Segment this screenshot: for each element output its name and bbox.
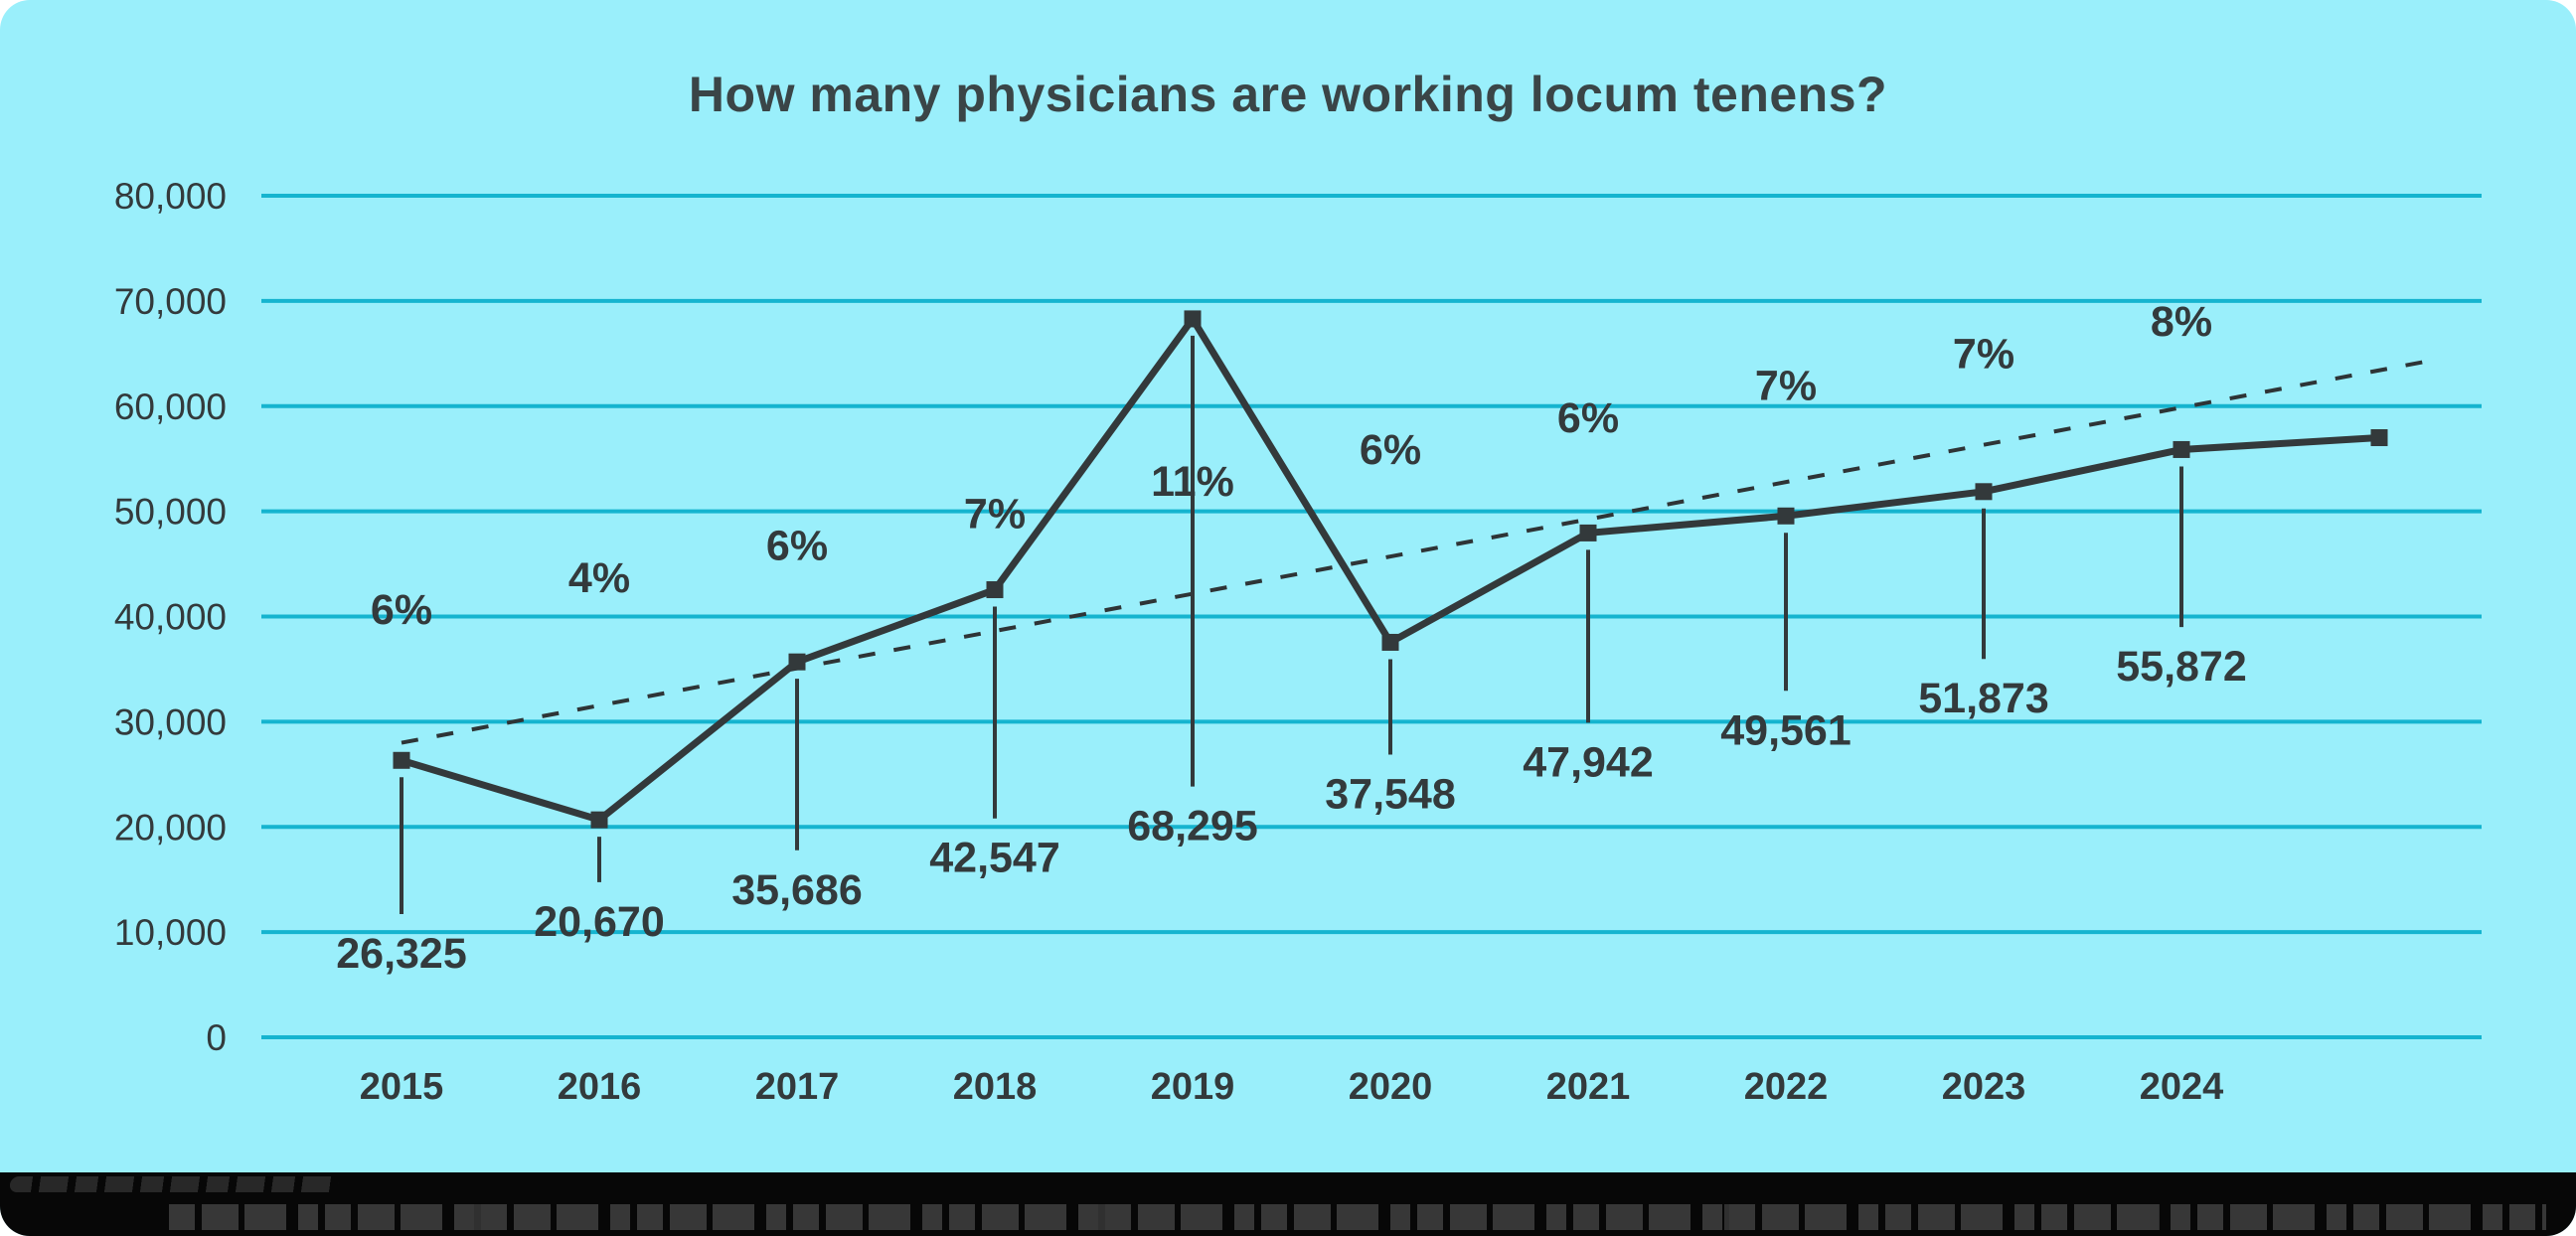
y-tick-label: 80,000 xyxy=(114,176,227,217)
data-point-marker xyxy=(788,653,806,671)
pct-label: 6% xyxy=(1360,426,1421,474)
pct-label: 6% xyxy=(766,523,828,570)
pct-label: 7% xyxy=(1953,330,2014,378)
pct-label: 6% xyxy=(1557,394,1619,442)
chart-title: How many physicians are working locum te… xyxy=(688,67,1888,122)
pct-label: 7% xyxy=(1755,363,1817,410)
pct-label: 11% xyxy=(1151,458,1234,506)
x-tick-label: 2016 xyxy=(558,1066,642,1108)
y-tick-label: 70,000 xyxy=(114,281,227,322)
trend-line xyxy=(401,358,2436,745)
y-tick-label: 20,000 xyxy=(114,807,227,848)
footer-fine-print xyxy=(169,1204,2546,1230)
y-tick-label: 30,000 xyxy=(114,701,227,742)
data-point-marker xyxy=(2173,440,2190,458)
pct-label: 4% xyxy=(568,554,630,602)
value-label: 26,325 xyxy=(336,930,467,978)
value-label: 49,561 xyxy=(1720,706,1852,754)
y-tick-label: 0 xyxy=(206,1017,227,1058)
x-tick-label: 2021 xyxy=(1546,1066,1631,1108)
value-label: 42,547 xyxy=(929,835,1060,882)
data-point-marker xyxy=(2370,429,2388,447)
y-tick-label: 50,000 xyxy=(114,492,227,533)
pct-label: 8% xyxy=(2151,298,2212,346)
pct-label: 7% xyxy=(964,490,1026,538)
x-tick-label: 2023 xyxy=(1942,1066,2026,1108)
y-tick-label: 60,000 xyxy=(114,386,227,427)
data-point-marker xyxy=(1579,524,1597,541)
data-point-marker xyxy=(1381,633,1399,651)
data-point-marker xyxy=(1777,507,1795,525)
x-tick-label: 2015 xyxy=(360,1066,444,1108)
x-tick-label: 2017 xyxy=(755,1066,840,1108)
data-point-marker xyxy=(590,811,608,829)
value-label: 68,295 xyxy=(1127,803,1258,850)
data-point-marker xyxy=(986,581,1004,599)
value-label: 55,872 xyxy=(2116,643,2247,691)
y-tick-label: 40,000 xyxy=(114,597,227,638)
value-label: 35,686 xyxy=(731,866,863,914)
chart-canvas: 0 10,000 20,000 30,000 40,000 50,000 60,000 70,… xyxy=(114,176,2482,1108)
x-tick-label: 2019 xyxy=(1151,1066,1235,1108)
value-label: 20,670 xyxy=(534,898,665,946)
data-point-marker xyxy=(1184,310,1202,328)
data-point-marker xyxy=(1975,483,1993,501)
x-tick-label: 2020 xyxy=(1349,1066,1433,1108)
x-tick-label: 2022 xyxy=(1744,1066,1829,1108)
data-point-marker xyxy=(393,751,410,769)
value-label: 47,942 xyxy=(1523,738,1654,786)
value-label: 37,548 xyxy=(1325,771,1456,819)
footer-bar xyxy=(0,1172,2576,1236)
footer-scribble xyxy=(8,1176,340,1192)
value-label: 51,873 xyxy=(1918,675,2049,722)
y-tick-label: 10,000 xyxy=(114,912,227,953)
x-tick-label: 2024 xyxy=(2140,1066,2224,1108)
pct-label: 6% xyxy=(371,586,432,634)
x-tick-label: 2018 xyxy=(953,1066,1038,1108)
